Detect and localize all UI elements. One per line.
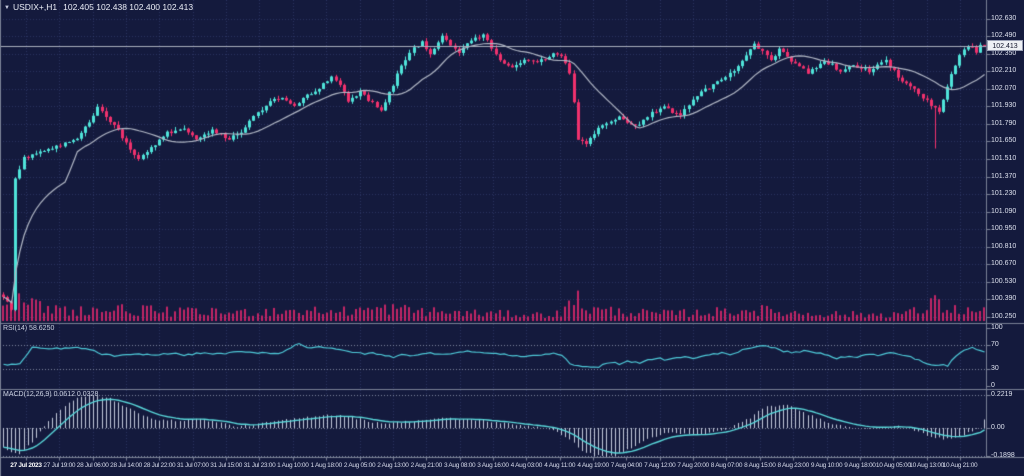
macd-axis-label: -0.1898 (991, 452, 1015, 460)
price-axis-label: 102.350 (991, 49, 1017, 57)
time-axis-label: 8 Aug 23:00 (777, 462, 810, 469)
price-axis-label: 100.670 (991, 260, 1017, 268)
price-axis-label: 101.090 (991, 207, 1017, 215)
ohlc-values: 102.405 102.438 102.400 102.413 (63, 2, 194, 12)
time-axis-label: 31 Jul 23:00 (243, 462, 276, 469)
time-axis-label: 4 Aug 03:00 (510, 462, 543, 469)
time-axis-label: 2 Aug 13:00 (377, 462, 409, 469)
rsi-axis-label: 30 (991, 364, 999, 372)
time-axis-label: 31 Jul 15:00 (210, 462, 243, 469)
time-axis-label: 1 Aug 10:00 (277, 462, 309, 469)
price-axis-label: 101.370 (991, 172, 1017, 180)
time-axis-label: 10 Aug 05:00 (875, 462, 911, 469)
macd-axis-label: 0.00 (991, 424, 1005, 431)
time-axis-label: 7 Aug 04:00 (610, 462, 643, 469)
macd-indicator-label: MACD(12,26,9) 0.0612 0.0328 (3, 391, 99, 398)
rsi-axis-label: 70 (991, 341, 999, 349)
time-axis-label: 28 Jul 22:00 (143, 462, 176, 469)
price-axis-label: 100.810 (991, 242, 1017, 250)
time-axis-label: 3 Aug 16:00 (477, 462, 509, 469)
time-axis-label: 27 Jul 19:00 (43, 462, 76, 469)
time-axis-label: 2 Aug 21:00 (410, 462, 443, 469)
time-axis-label: 4 Aug 19:00 (577, 462, 609, 469)
price-axis-label: 102.070 (991, 84, 1017, 92)
time-axis-label: 31 Jul 07:00 (176, 462, 209, 469)
time-axis-label: 7 Aug 12:00 (644, 462, 676, 469)
time-axis-label: 10 Aug 21:00 (942, 462, 978, 469)
time-axis-label: 3 Aug 08:00 (443, 462, 476, 469)
price-axis-label: 100.530 (991, 277, 1017, 285)
price-axis-label: 100.950 (991, 225, 1017, 233)
time-axis-label: 4 Aug 11:00 (544, 462, 576, 469)
price-axis-label: 102.630 (991, 14, 1017, 22)
time-axis-label: 1 Aug 18:00 (310, 462, 343, 469)
price-axis-label: 101.930 (991, 102, 1017, 110)
time-axis-label: 28 Jul 06:00 (76, 462, 109, 469)
current-price-value: 102.413 (992, 43, 1018, 51)
time-axis-label: 7 Aug 20:00 (677, 462, 709, 469)
price-axis-label: 100.250 (991, 313, 1017, 320)
symbol-name: USDIX+,H1 (12, 2, 58, 12)
price-axis-label: 101.510 (991, 155, 1017, 163)
time-axis-label: 27 Jul 2023 (10, 462, 42, 469)
current-price-tag: 102.413 (987, 40, 1023, 52)
time-axis-label: 8 Aug 15:00 (744, 462, 776, 469)
price-axis-label: 100.390 (991, 295, 1017, 303)
time-axis-label: 2 Aug 05:00 (343, 462, 376, 469)
rsi-axis-label: 0 (991, 382, 995, 389)
price-axis-label: 102.490 (991, 32, 1017, 40)
price-axis-label: 101.230 (991, 190, 1017, 198)
price-axis-label: 101.650 (991, 137, 1017, 145)
symbol-marker-icon: ▼ (4, 5, 10, 11)
time-axis-label: 9 Aug 10:00 (810, 462, 843, 469)
rsi-axis-label: 100 (991, 324, 1003, 331)
chart-title: ▼ USDIX+,H1 102.405 102.438 102.400 102.41… (4, 2, 193, 12)
macd-axis-label: 0.2219 (991, 391, 1013, 398)
time-axis-label: 10 Aug 13:00 (909, 462, 944, 469)
rsi-indicator-label: RSI(14) 58.6250 (3, 325, 55, 332)
time-axis-label: 9 Aug 18:00 (844, 462, 876, 469)
time-axis-label: 28 Jul 14:00 (110, 462, 142, 469)
price-axis-label: 101.790 (991, 119, 1017, 127)
time-axis-label: 8 Aug 07:00 (710, 462, 743, 469)
price-axis-label: 102.210 (991, 67, 1017, 75)
